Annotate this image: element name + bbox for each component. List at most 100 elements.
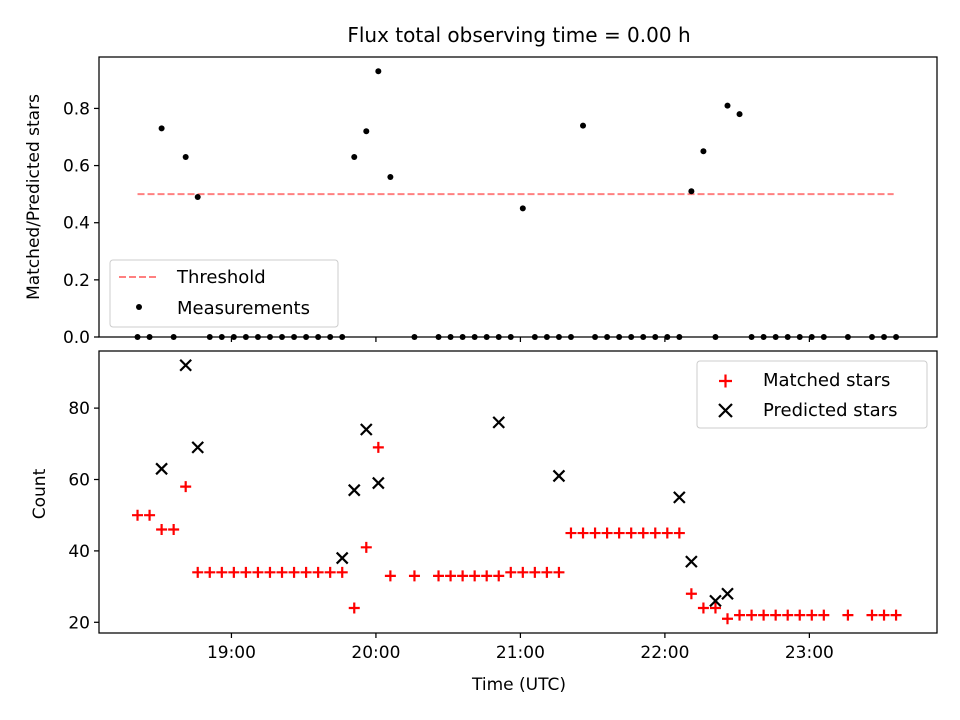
measurement-point <box>748 334 755 340</box>
matched-star-point <box>529 566 541 578</box>
predicted-star-point <box>335 551 349 565</box>
measurement-point <box>664 334 671 340</box>
matched-star-point <box>866 609 878 621</box>
matched-star-point <box>156 523 168 535</box>
predicted-stars-points <box>155 359 734 608</box>
top-y-axis-label: Matched/Predicted stars <box>24 94 44 300</box>
matched-star-point <box>276 566 288 578</box>
predicted-star-point <box>179 359 192 372</box>
measurement-point <box>279 334 286 340</box>
measurement-point <box>604 334 611 340</box>
x-tick-label: 23:00 <box>785 643 834 663</box>
legend-predicted-label: Predicted stars <box>763 400 897 421</box>
matched-star-point <box>481 570 493 582</box>
bottom-y-tick-label: 20 <box>68 613 90 633</box>
x-axis-label: Time (UTC) <box>471 675 566 695</box>
measurement-point <box>327 334 334 340</box>
measurement-point <box>266 334 273 340</box>
measurement-point <box>808 334 815 340</box>
matched-star-point <box>360 541 372 553</box>
measurement-point <box>435 334 442 340</box>
predicted-star-point <box>360 423 373 436</box>
legend-predicted-swatch <box>718 403 733 418</box>
matched-star-point <box>433 570 445 582</box>
measurement-point <box>483 334 490 340</box>
x-tick-label: 19:00 <box>207 643 256 663</box>
bottom-panel: 20 40 60 80 19:00 20:00 21:00 22:00 23:00 Count… <box>30 350 938 695</box>
top-y-tick-label: 0.6 <box>63 157 90 177</box>
matched-star-point <box>842 609 854 621</box>
measurement-point <box>700 148 707 155</box>
matched-star-point <box>132 509 144 521</box>
legend-matched-label: Matched stars <box>763 370 890 391</box>
matched-star-point <box>541 566 553 578</box>
matched-star-point <box>517 566 529 578</box>
matched-star-point <box>746 609 758 621</box>
measurement-point <box>158 125 165 132</box>
top-y-tick-label: 0.4 <box>63 214 90 234</box>
measurement-point <box>507 334 514 340</box>
measurement-point <box>134 334 141 340</box>
measurement-point <box>736 111 743 118</box>
measurement-point <box>676 334 683 340</box>
matched-star-point <box>469 570 481 582</box>
matched-stars-points <box>132 441 902 625</box>
x-tick-label: 21:00 <box>496 643 545 663</box>
top-legend-box <box>109 259 339 328</box>
bottom-x-ticks: 19:00 20:00 21:00 22:00 23:00 <box>207 633 834 663</box>
matched-star-point <box>758 609 770 621</box>
measurement-point <box>291 334 298 340</box>
measurement-point <box>784 334 791 340</box>
top-y-ticks: 0.0 0.2 0.4 0.6 0.8 <box>63 99 99 348</box>
matched-star-point <box>794 609 806 621</box>
measurement-point <box>652 334 659 340</box>
matched-star-point <box>553 566 565 578</box>
predicted-star-point <box>709 594 722 608</box>
chart-title: Flux total observing time = 0.00 h <box>347 23 690 47</box>
matched-star-point <box>770 609 782 621</box>
matched-star-point <box>673 527 685 539</box>
measurement-point <box>881 334 888 340</box>
matched-star-point <box>288 566 300 578</box>
top-y-tick-label: 0.2 <box>63 271 90 291</box>
matched-star-point <box>457 570 469 582</box>
matched-star-point <box>372 441 384 453</box>
measurement-point <box>339 334 346 340</box>
measurement-point <box>844 334 851 340</box>
matched-star-point <box>300 566 312 578</box>
top-plot-frame <box>98 56 938 338</box>
matched-star-point <box>264 566 276 578</box>
measurement-point <box>459 334 466 340</box>
matched-star-point <box>577 527 589 539</box>
bottom-legend-box <box>696 360 928 429</box>
measurement-point <box>555 334 562 340</box>
matched-star-point <box>445 570 457 582</box>
matched-star-point <box>240 566 252 578</box>
measurement-point <box>772 334 779 340</box>
matched-star-point <box>625 527 637 539</box>
measurement-point <box>387 174 394 180</box>
bottom-y-tick-label: 40 <box>68 542 90 562</box>
predicted-star-point <box>673 491 686 504</box>
matched-star-point <box>637 527 649 539</box>
predicted-star-point <box>372 476 385 490</box>
measurement-point <box>495 334 502 340</box>
measurement-point <box>543 334 550 340</box>
top-legend: Threshold Measurements <box>109 259 339 328</box>
matched-star-point <box>192 566 204 578</box>
legend-threshold-label: Threshold <box>176 267 266 288</box>
measurement-point <box>893 334 900 340</box>
matched-star-point <box>722 613 733 625</box>
matched-star-point <box>348 602 360 614</box>
measurement-point <box>182 154 189 160</box>
matched-star-point <box>734 609 746 621</box>
measurement-point <box>170 334 177 340</box>
measurement-point <box>796 334 803 340</box>
predicted-star-point <box>347 483 361 497</box>
measurement-point <box>628 334 635 340</box>
measurement-point <box>411 334 418 340</box>
bottom-y-axis-label: Count <box>30 468 50 519</box>
measurement-point <box>254 334 261 340</box>
measurement-point <box>218 334 225 340</box>
